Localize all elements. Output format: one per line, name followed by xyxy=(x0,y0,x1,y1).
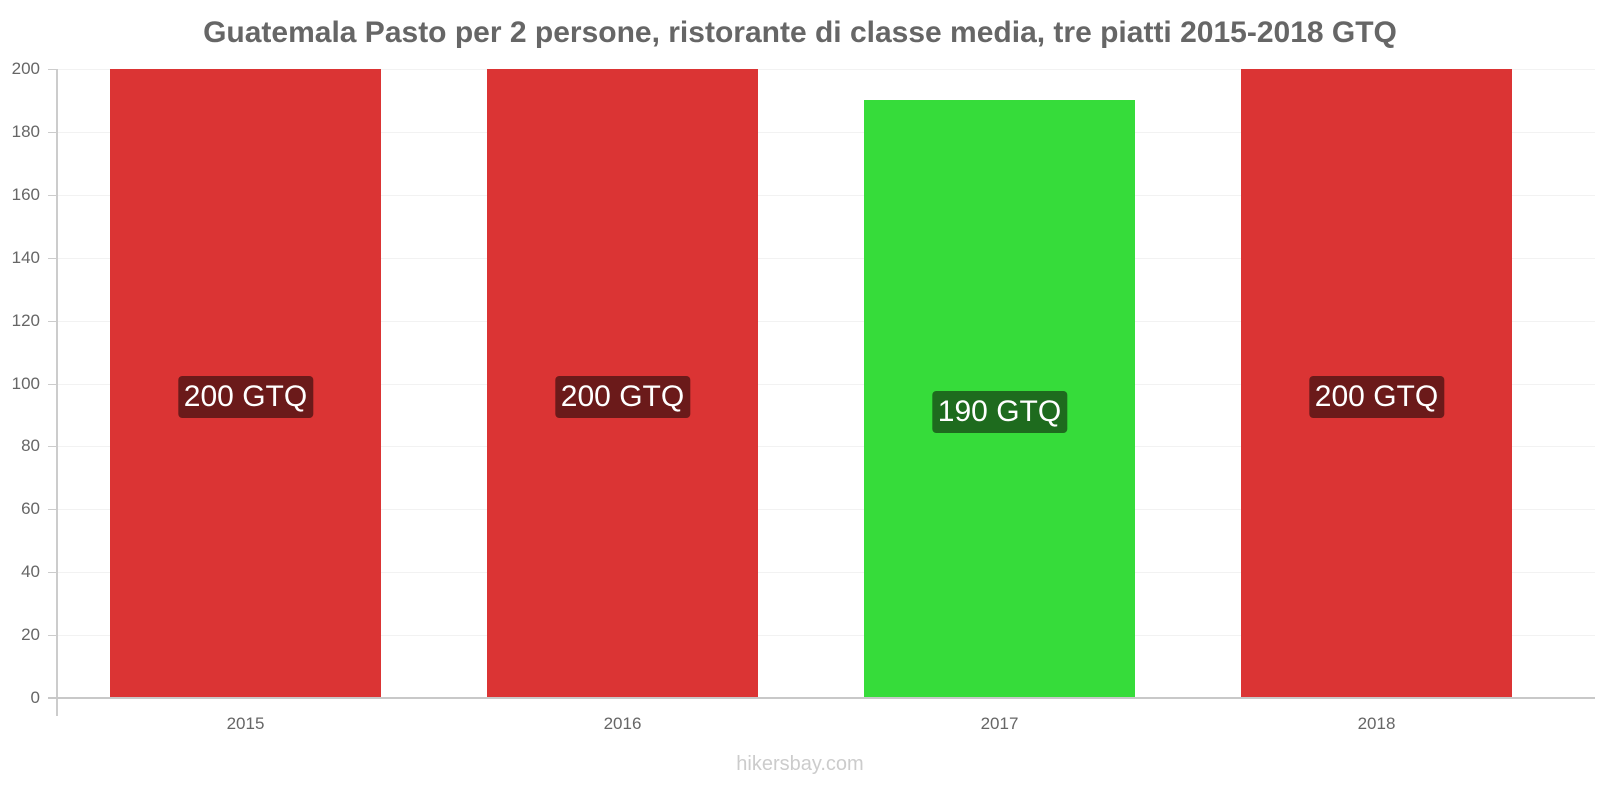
chart-title: Guatemala Pasto per 2 persone, ristorant… xyxy=(203,16,1397,49)
x-tick-label: 2015 xyxy=(226,714,265,733)
y-tick-label: 60 xyxy=(21,499,40,519)
y-tick-mark xyxy=(48,131,56,133)
x-tick-label: 2016 xyxy=(603,714,642,733)
y-tick-label: 40 xyxy=(21,562,40,582)
y-tick-mark xyxy=(48,69,56,70)
y-tick-mark xyxy=(48,446,56,448)
y-tick-label: 120 xyxy=(11,310,40,330)
x-tick-label: 2018 xyxy=(1357,714,1396,733)
y-tick-label: 0 xyxy=(30,688,40,707)
bar-value-label: 200 GTQ xyxy=(1308,375,1445,418)
x-tick-label: 2017 xyxy=(980,714,1019,733)
y-tick-mark xyxy=(48,194,56,196)
y-tick-label: 140 xyxy=(11,247,40,267)
gridline xyxy=(57,194,1595,196)
gridline xyxy=(57,257,1595,259)
y-tick-mark xyxy=(48,509,56,511)
y-tick-label: 20 xyxy=(21,625,40,645)
gridline xyxy=(57,69,1595,70)
y-tick-label: 180 xyxy=(11,121,40,141)
y-tick-label: 200 xyxy=(11,59,40,78)
y-tick-mark xyxy=(48,320,56,322)
y-tick-mark xyxy=(48,572,56,574)
gridline xyxy=(57,572,1595,574)
y-axis xyxy=(56,69,58,716)
gridline xyxy=(57,509,1595,511)
gridline xyxy=(57,320,1595,322)
gridline xyxy=(57,635,1595,637)
bar-value-label: 190 GTQ xyxy=(931,391,1068,434)
footer-watermark: hikersbay.com xyxy=(736,753,864,775)
bar-value-label: 200 GTQ xyxy=(554,375,691,418)
bar-value-label: 200 GTQ xyxy=(177,375,314,418)
y-tick-mark xyxy=(48,257,56,259)
gridline xyxy=(57,383,1595,385)
y-tick-label: 80 xyxy=(21,436,40,456)
gridline xyxy=(57,446,1595,448)
gridline xyxy=(57,131,1595,133)
y-tick-mark xyxy=(48,383,56,385)
y-tick-label: 160 xyxy=(11,184,40,204)
y-tick-mark xyxy=(48,635,56,637)
x-axis xyxy=(48,697,1595,699)
y-tick-label: 100 xyxy=(11,373,40,393)
